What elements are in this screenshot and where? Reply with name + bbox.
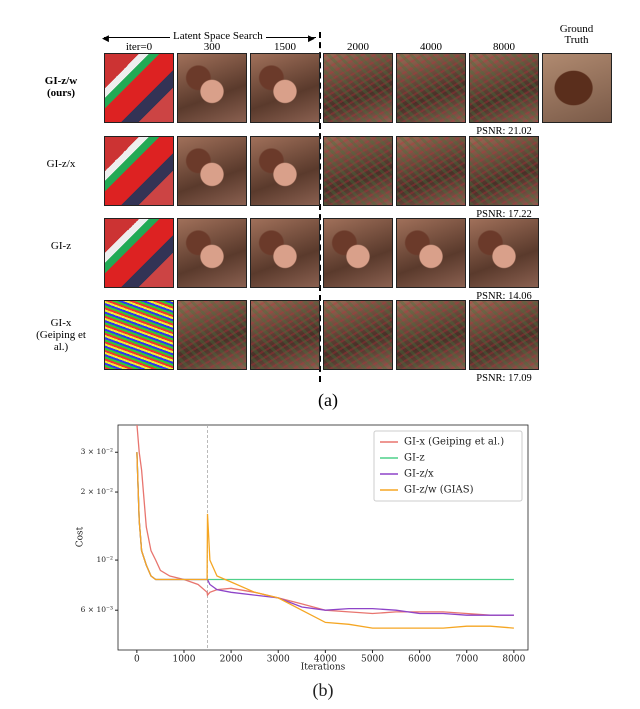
image-cell xyxy=(396,300,466,370)
x-tick-label: 0 xyxy=(134,655,140,665)
y-tick-label: 3 × 10⁻² xyxy=(81,447,113,456)
x-axis-label: Iterations xyxy=(301,663,346,673)
image-cell xyxy=(104,300,174,370)
image-cell xyxy=(250,53,320,123)
x-tick-label: 7000 xyxy=(455,655,478,665)
column-header: 8000 xyxy=(493,41,515,53)
image-cell xyxy=(323,53,393,123)
image-cell xyxy=(469,218,539,288)
psnr-label: PSNR: 21.02 xyxy=(476,126,532,137)
image-cell xyxy=(177,136,247,206)
image-cell xyxy=(177,300,247,370)
divider xyxy=(319,32,321,382)
y-tick-label: 2 × 10⁻² xyxy=(81,487,113,496)
row-label: GI-z/x xyxy=(46,158,76,170)
psnr-label: PSNR: 17.22 xyxy=(476,209,532,220)
image-cell xyxy=(250,136,320,206)
image-cell xyxy=(396,53,466,123)
column-header: 2000 xyxy=(347,41,369,53)
legend-label: GI-z/x xyxy=(404,469,434,480)
column-header: 1500 xyxy=(274,41,296,53)
image-cell xyxy=(396,218,466,288)
image-cell xyxy=(104,53,174,123)
image-cell xyxy=(542,53,612,123)
legend-label: GI-z xyxy=(404,453,425,464)
column-header: 4000 xyxy=(420,41,442,53)
image-cell xyxy=(323,300,393,370)
image-cell xyxy=(469,300,539,370)
x-tick-label: 4000 xyxy=(314,655,337,665)
psnr-label: PSNR: 14.06 xyxy=(476,291,532,302)
y-tick-label: 10⁻² xyxy=(96,555,113,564)
arrow-head: ▶ xyxy=(308,33,315,43)
legend-label: GI-z/w (GIAS) xyxy=(404,485,474,496)
row-label: GI-x (Geiping et al.) xyxy=(36,317,86,353)
column-header: 300 xyxy=(203,41,221,53)
image-cell xyxy=(177,53,247,123)
legend-box xyxy=(373,430,523,502)
x-tick-label: 3000 xyxy=(267,655,290,665)
column-header: Ground Truth xyxy=(559,23,594,46)
x-tick-label: 1000 xyxy=(173,655,196,665)
x-tick-label: 8000 xyxy=(502,655,525,665)
image-cell xyxy=(250,218,320,288)
x-tick-label: 2000 xyxy=(220,655,243,665)
y-tick-label: 6 × 10⁻³ xyxy=(81,605,113,614)
panel-a: ◀ ▶ Latent Space Search (a) iter=0 300 150… xyxy=(36,23,612,410)
x-tick-label: 6000 xyxy=(408,655,431,665)
search-label: Latent Space Search xyxy=(170,30,266,42)
image-cell xyxy=(469,53,539,123)
row-label: GI-z/w (ours) xyxy=(44,75,78,99)
image-cell xyxy=(104,218,174,288)
caption: (b) xyxy=(313,680,334,701)
image-cell xyxy=(469,136,539,206)
series-line xyxy=(136,452,514,629)
image-cell xyxy=(396,136,466,206)
chart: Iterations Cost (b) 0 1000 2000 3000 4000 500… xyxy=(76,424,529,701)
image-cell xyxy=(177,218,247,288)
image-cell xyxy=(104,136,174,206)
column-header: iter=0 xyxy=(125,41,153,53)
image-cell xyxy=(250,300,320,370)
image-cell xyxy=(323,218,393,288)
arrow-head: ◀ xyxy=(102,33,109,43)
plot-lines xyxy=(136,425,514,629)
psnr-label: PSNR: 17.09 xyxy=(476,373,532,384)
x-tick-label: 5000 xyxy=(361,655,384,665)
caption: (a) xyxy=(318,390,338,410)
y-axis-label: Cost xyxy=(76,526,86,547)
plot-frame xyxy=(117,424,529,651)
row-label: GI-z xyxy=(50,240,72,252)
legend-label: GI-x (Geiping et al.) xyxy=(404,437,504,448)
image-cell xyxy=(323,136,393,206)
